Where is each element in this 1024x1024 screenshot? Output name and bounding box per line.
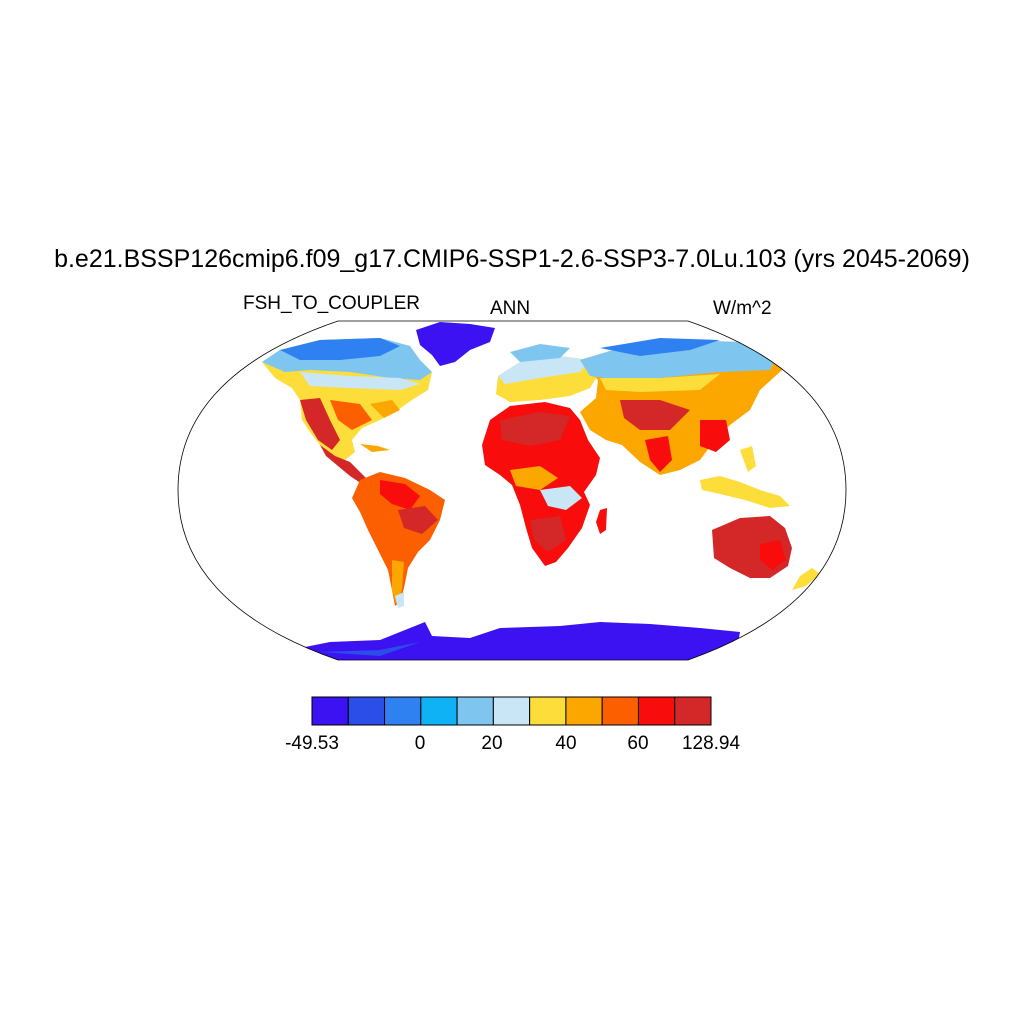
colorbar-box xyxy=(456,696,494,726)
units-label: W/m^2 xyxy=(713,298,772,319)
colorbar-box xyxy=(565,696,603,726)
colorbar-box xyxy=(637,696,676,726)
south-america xyxy=(352,472,445,606)
colorbar-box xyxy=(384,696,422,726)
greenland xyxy=(416,322,495,366)
colorbar-box xyxy=(529,696,567,726)
colorbar-box xyxy=(347,696,386,726)
colorbar-box xyxy=(674,696,712,726)
colorbar xyxy=(311,696,712,726)
antarctica xyxy=(295,622,740,660)
colorbar-tick-label: 20 xyxy=(481,733,503,754)
central-america xyxy=(320,445,368,484)
variable-name: FSH_TO_COUPLER xyxy=(243,293,421,314)
southeast-asia xyxy=(700,476,790,508)
colorbar-box xyxy=(420,696,458,726)
colorbar-tick-label: 0 xyxy=(414,733,426,754)
map-land xyxy=(262,322,820,660)
colorbar-min-label: -49.53 xyxy=(285,733,339,754)
season-label: ANN xyxy=(490,298,531,319)
colorbar-box xyxy=(601,696,639,726)
map-outline xyxy=(177,320,847,661)
colorbar-box xyxy=(492,696,531,726)
plot-title: b.e21.BSSP126cmip6.f09_g17.CMIP6-SSP1-2.… xyxy=(54,245,970,273)
colorbar-max-label: 128.94 xyxy=(681,733,741,754)
colorbar-tick-label: 60 xyxy=(627,733,649,754)
colorbar-tick-label: 40 xyxy=(555,733,577,754)
colorbar-box xyxy=(311,696,349,726)
